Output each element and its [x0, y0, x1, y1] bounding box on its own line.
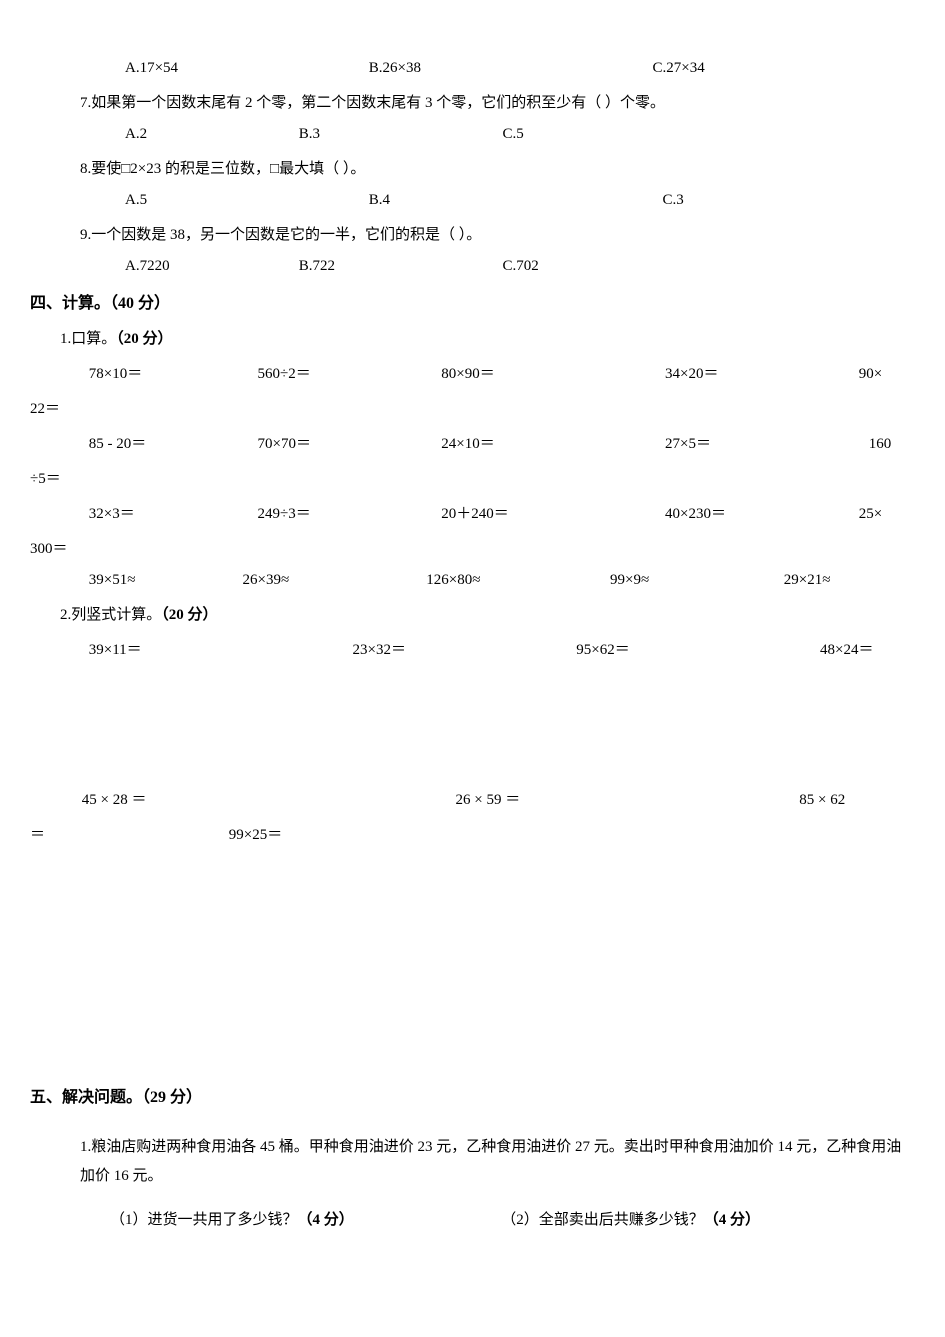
mental-r2-c2: 70×70＝: [258, 432, 438, 453]
q9-opt-c: C.702: [503, 258, 539, 275]
mental-r2-c3: 24×10＝: [441, 432, 661, 453]
q6-opt-b: B.26×38: [369, 60, 649, 77]
q7-text: 7.如果第一个因数末尾有 2 个零，第二个因数末尾有 3 个零，它们的积至少有（…: [80, 91, 915, 112]
q9-options-row: A.7220 B.722 C.702: [125, 258, 915, 275]
q8-opt-a: A.5: [125, 192, 365, 209]
problem1-sub2-text: （2）全部卖出后共赚多少钱？: [501, 1212, 704, 1228]
mental-row1: 78×10＝ 560÷2＝ 80×90＝ 34×20＝ 90×: [30, 362, 915, 383]
mental-r3-c3: 20＋240＝: [441, 502, 661, 523]
section4-1-points: （20 分）: [116, 331, 172, 347]
q8-opt-c: C.3: [663, 192, 684, 209]
vertical-row2b: ＝ 99×25＝: [30, 823, 915, 844]
mental-r4-c5: 29×21≈: [784, 572, 831, 589]
q7-opt-b: B.3: [299, 126, 499, 143]
mental-r3-c5: 25×: [859, 506, 882, 523]
problem1-text: 1.粮油店购进两种食用油各 45 桶。甲种食用油进价 23 元，乙种食用油进价 …: [80, 1133, 915, 1190]
q7-options-row: A.2 B.3 C.5: [125, 126, 915, 143]
vertical-row2a: 45 × 28 ＝ 26 × 59 ＝ 85 × 62: [30, 788, 915, 809]
mental-r3-c1: 32×3＝: [89, 502, 254, 523]
problem1-subrow: （1）进货一共用了多少钱？（4 分） （2）全部卖出后共赚多少钱？（4 分）: [110, 1208, 915, 1229]
section4-title: 四、计算。（40 分）: [30, 289, 915, 313]
mental-r4-c1: 39×51≈: [89, 572, 239, 589]
section4-1-header: 1.口算。（20 分）: [60, 327, 915, 348]
mental-r1-c3: 80×90＝: [441, 362, 661, 383]
vertical-r2b-right: 99×25＝: [229, 823, 282, 844]
vertical-r1-c2: 23×32＝: [353, 638, 573, 659]
mental-r4-c2: 26×39≈: [243, 572, 423, 589]
vertical-r2a-c3: 85 × 62: [799, 792, 845, 809]
problem1-sub2-pts: （4 分）: [704, 1212, 760, 1228]
vertical-r2b-left: ＝: [30, 823, 225, 844]
mental-r3-c4: 40×230＝: [665, 502, 855, 523]
q9-opt-a: A.7220: [125, 258, 295, 275]
mental-row2: 85 - 20＝ 70×70＝ 24×10＝ 27×5＝ 160: [30, 432, 915, 453]
vertical-r1-c4: 48×24＝: [820, 638, 873, 659]
problem1-sub1-pts: （4 分）: [298, 1212, 354, 1228]
mental-r2-c4: 27×5＝: [665, 432, 865, 453]
mental-r4-c4: 99×9≈: [610, 572, 780, 589]
q6-opt-a: A.17×54: [125, 60, 365, 77]
vertical-row1: 39×11＝ 23×32＝ 95×62＝ 48×24＝: [30, 638, 915, 659]
q7-opt-c: C.5: [503, 126, 524, 143]
q6-options-row: A.17×54 B.26×38 C.27×34: [125, 60, 915, 77]
section4-1-label: 1.口算。: [60, 331, 116, 347]
mental-r1-c4: 34×20＝: [665, 362, 855, 383]
q8-text: 8.要使□2×23 的积是三位数，□最大填（ ）。: [80, 157, 915, 178]
workspace-gap-2: [30, 858, 915, 1083]
mental-r2-c1: 85 - 20＝: [89, 432, 254, 453]
section4-2-header: 2.列竖式计算。（20 分）: [60, 603, 915, 624]
q9-opt-b: B.722: [299, 258, 499, 275]
vertical-r2a-c2: 26 × 59 ＝: [456, 788, 796, 809]
mental-row2-wrap: ÷5＝: [30, 467, 915, 488]
vertical-r1-c1: 39×11＝: [89, 638, 349, 659]
mental-row3: 32×3＝ 249÷3＝ 20＋240＝ 40×230＝ 25×: [30, 502, 915, 523]
q8-options-row: A.5 B.4 C.3: [125, 192, 915, 209]
mental-row3-wrap: 300＝: [30, 537, 915, 558]
section4-2-points: （20 分）: [161, 607, 217, 623]
mental-r4-c3: 126×80≈: [426, 572, 606, 589]
workspace-gap-1: [30, 673, 915, 788]
mental-r1-c5: 90×: [859, 366, 882, 383]
mental-row1-wrap: 22＝: [30, 397, 915, 418]
mental-row4: 39×51≈ 26×39≈ 126×80≈ 99×9≈ 29×21≈: [30, 572, 915, 589]
q7-opt-a: A.2: [125, 126, 295, 143]
mental-r3-c2: 249÷3＝: [258, 502, 438, 523]
q6-opt-c: C.27×34: [653, 60, 705, 77]
problem1-sub1-text: （1）进货一共用了多少钱？: [110, 1212, 298, 1228]
mental-r2-c5: 160: [869, 436, 892, 453]
section5-title: 五、解决问题。（29 分）: [30, 1083, 915, 1107]
vertical-r1-c3: 95×62＝: [576, 638, 816, 659]
q8-opt-b: B.4: [369, 192, 659, 209]
mental-r1-c2: 560÷2＝: [258, 362, 438, 383]
vertical-r2a-c1: 45 × 28 ＝: [82, 788, 452, 809]
q9-text: 9.一个因数是 38，另一个因数是它的一半，它们的积是（ ）。: [80, 223, 915, 244]
section4-2-label: 2.列竖式计算。: [60, 607, 161, 623]
mental-r1-c1: 78×10＝: [89, 362, 254, 383]
